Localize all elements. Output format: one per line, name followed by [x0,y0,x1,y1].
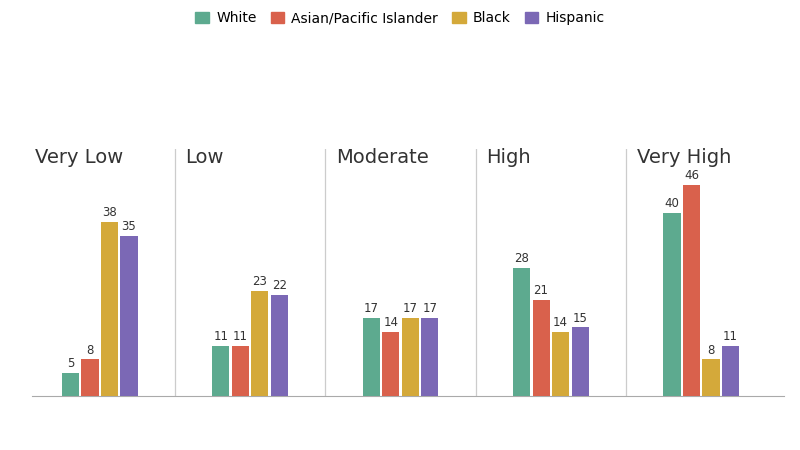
Bar [271,295,288,396]
Text: Low: Low [186,148,224,167]
Text: 5: 5 [66,357,74,370]
Text: High: High [486,148,531,167]
Bar [702,360,720,396]
Bar [663,213,681,396]
Text: 46: 46 [684,169,699,182]
Text: 14: 14 [383,316,398,329]
Text: 17: 17 [364,302,378,315]
Text: 15: 15 [573,311,588,324]
Bar [82,360,98,396]
Bar [402,318,419,396]
Bar [121,236,138,396]
Text: 21: 21 [534,284,549,297]
Bar [722,346,739,396]
Text: 8: 8 [707,344,714,356]
Bar [362,318,380,396]
Bar [683,185,700,396]
Text: 11: 11 [723,330,738,343]
Bar [422,318,438,396]
Text: 40: 40 [665,197,679,210]
Bar [212,346,230,396]
Text: 22: 22 [272,279,287,292]
Text: 35: 35 [122,220,136,233]
Bar [382,332,399,396]
Bar [533,300,550,396]
Text: 11: 11 [233,330,248,343]
Bar [572,327,589,396]
Text: 14: 14 [553,316,568,329]
Text: 38: 38 [102,206,117,219]
Text: 17: 17 [402,302,418,315]
Text: 8: 8 [86,344,94,356]
Text: Very High: Very High [637,148,731,167]
Text: 23: 23 [253,275,267,288]
Text: 11: 11 [214,330,228,343]
Legend: White, Asian/Pacific Islander, Black, Hispanic: White, Asian/Pacific Islander, Black, Hi… [195,11,605,26]
Bar [101,222,118,396]
Text: 28: 28 [514,252,529,265]
Bar [251,291,269,396]
Bar [62,373,79,396]
Text: Moderate: Moderate [336,148,429,167]
Bar [513,268,530,396]
Bar [552,332,570,396]
Text: 17: 17 [422,302,438,315]
Text: Very Low: Very Low [35,148,123,167]
Bar [232,346,249,396]
